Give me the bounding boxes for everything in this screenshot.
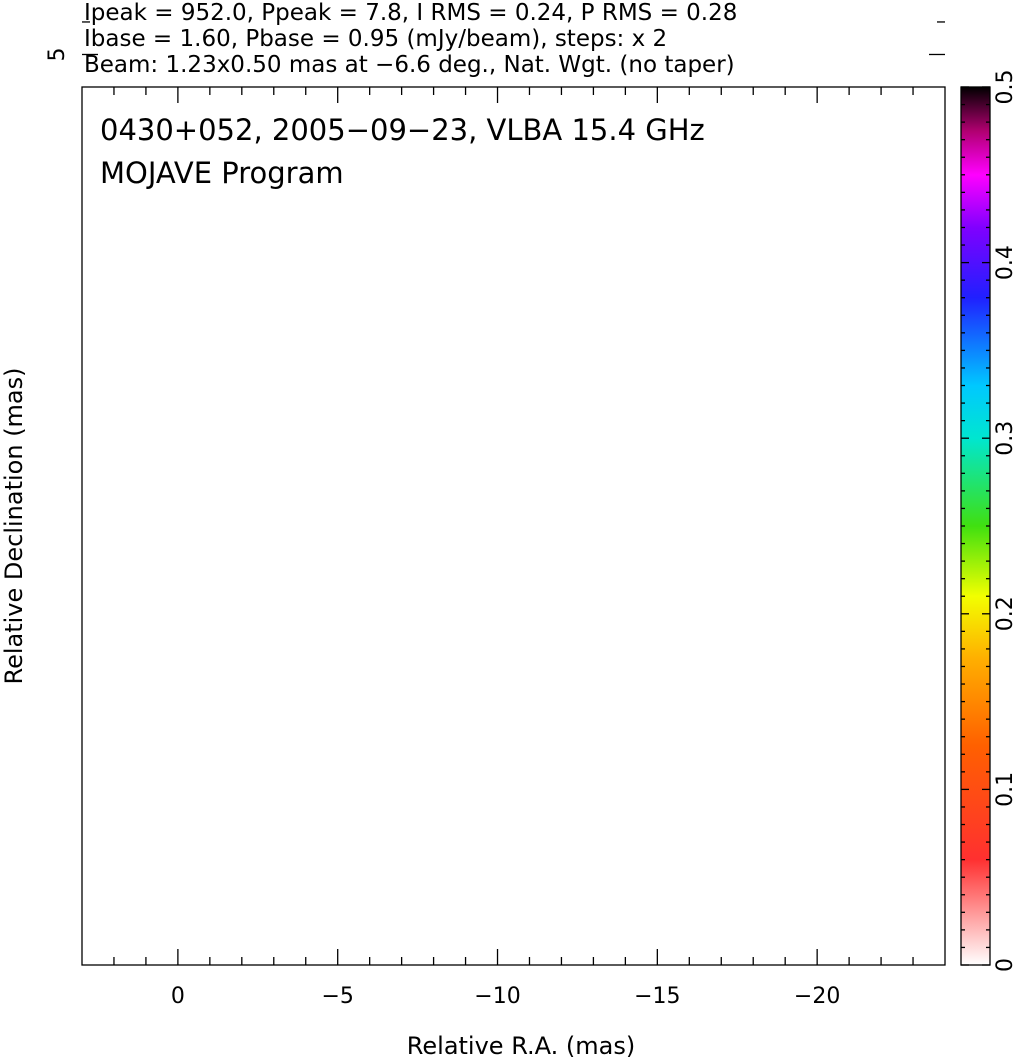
chart-subtitle: MOJAVE Program	[100, 156, 344, 190]
x-tick-label: −20	[794, 984, 840, 1009]
colorbar-ticks: 0 0.1 0.2 0.3 0.4 0.5	[961, 70, 1018, 972]
x-tick-label: −15	[634, 984, 680, 1009]
colorbar-tick-label: 0.3	[993, 421, 1018, 456]
colorbar-tick-label: 0	[993, 958, 1018, 972]
header-line-3: Beam: 1.23x0.50 mas at −6.6 deg., Nat. W…	[84, 52, 735, 78]
chart-title: 0430+052, 2005−09−23, VLBA 15.4 GHz	[100, 113, 705, 147]
colorbar-tick-label: 0.4	[993, 245, 1018, 280]
colorbar-tick-label: 0.2	[993, 596, 1018, 631]
header-line-2: Ibase = 1.60, Pbase = 0.95 (mJy/beam), s…	[84, 26, 667, 52]
x-axis-label: Relative R.A. (mas)	[407, 1032, 635, 1060]
header-line-1: Ipeak = 952.0, Ppeak = 7.8, I RMS = 0.24…	[84, 0, 737, 26]
plot-frame	[81, 86, 946, 966]
x-axis: 0 −5 −10 −15 −20	[113, 87, 914, 1009]
colorbar-gradient	[961, 87, 990, 965]
colorbar-tick-label: 0.1	[993, 772, 1018, 807]
x-tick-label: −10	[474, 984, 520, 1009]
colorbar: 0 0.1 0.2 0.3 0.4 0.5	[960, 70, 1018, 972]
y-tick-label: 5	[45, 47, 70, 61]
x-tick-label: −5	[321, 984, 353, 1009]
y-axis: 50−5−10−15−20	[45, 21, 945, 61]
colorbar-tick-label: 0.5	[993, 70, 1018, 105]
x-tick-label: 0	[171, 984, 185, 1009]
y-axis-label: Relative Declination (mas)	[0, 367, 28, 684]
